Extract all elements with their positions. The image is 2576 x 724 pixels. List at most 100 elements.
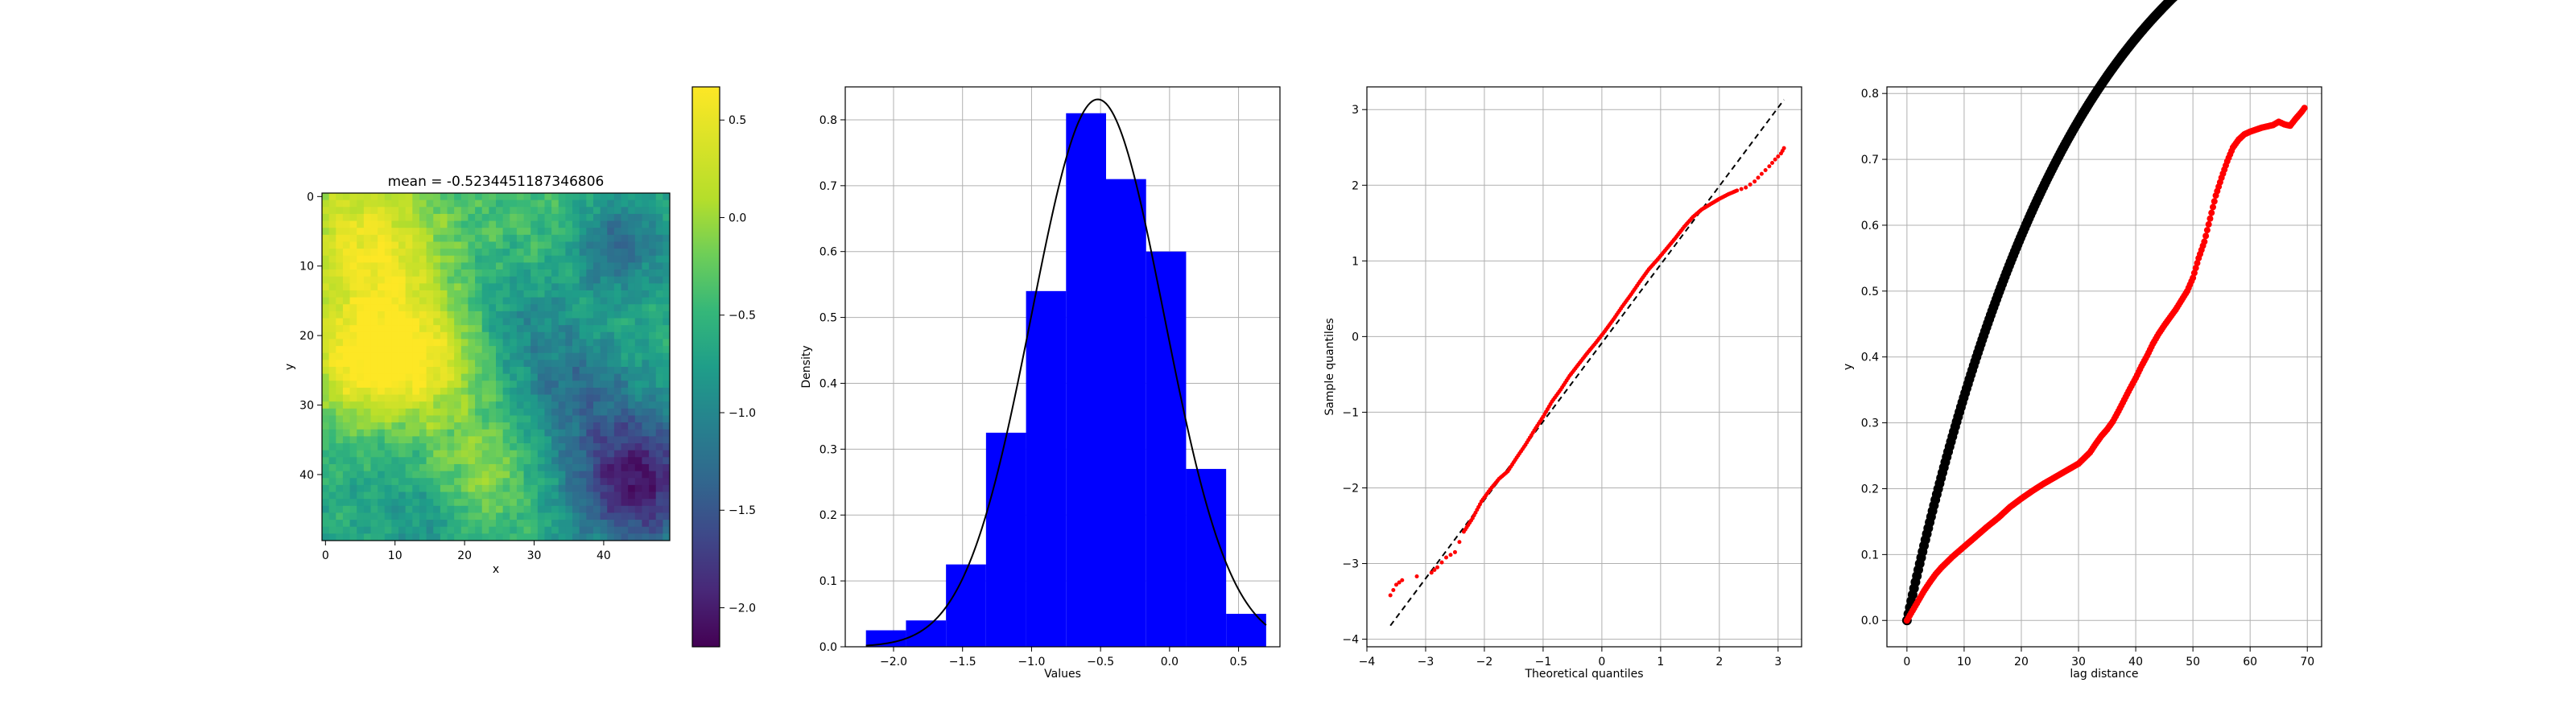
heatmap-cell	[468, 283, 476, 291]
heatmap-cell	[322, 408, 330, 416]
heatmap-cell	[468, 207, 476, 215]
empirical-point	[2190, 274, 2197, 282]
heatmap-cell	[468, 478, 476, 486]
heatmap-cell	[579, 297, 587, 305]
heatmap-cell	[460, 436, 469, 444]
heatmap-cell	[544, 526, 552, 534]
heatmap-cell	[530, 318, 539, 326]
heatmap-cell	[565, 492, 573, 500]
x-tick-label: 30	[2071, 656, 2086, 668]
heatmap-cell	[516, 346, 524, 354]
heatmap-cell	[607, 471, 615, 479]
heatmap-cell	[530, 311, 539, 319]
heatmap-cell	[565, 463, 573, 471]
heatmap-cell	[649, 381, 657, 389]
heatmap-cell	[433, 381, 441, 389]
heatmap-cell	[516, 512, 524, 520]
heatmap-cell	[613, 484, 621, 492]
heatmap-cell	[516, 234, 524, 242]
heatmap-cell	[370, 352, 378, 360]
heatmap-cell	[433, 290, 441, 298]
heatmap-cell	[655, 213, 663, 221]
heatmap-cell	[502, 318, 510, 326]
heatmap-cell	[544, 339, 552, 347]
heatmap-cell	[322, 346, 330, 354]
heatmap-cell	[447, 443, 455, 451]
heatmap-cell	[460, 269, 469, 278]
heatmap-cell	[349, 387, 357, 395]
heatmap-cell	[621, 443, 629, 451]
heatmap-cell	[516, 422, 524, 430]
heatmap-cell	[628, 436, 636, 444]
heatmap-cell	[322, 429, 330, 437]
heatmap-cell	[537, 381, 545, 389]
heatmap-cell	[357, 200, 365, 208]
heatmap-cell	[649, 520, 657, 528]
heatmap-cell	[649, 318, 657, 326]
heatmap-cell	[530, 304, 539, 312]
heatmap-cell	[496, 331, 504, 339]
heatmap-cell	[378, 360, 386, 368]
heatmap-cell	[391, 381, 399, 389]
histogram-bar	[1066, 113, 1106, 648]
heatmap-cell	[551, 339, 559, 347]
heatmap-cell	[579, 471, 587, 479]
heatmap-cell	[530, 213, 539, 221]
heatmap-cell	[523, 262, 531, 270]
heatmap-cell	[628, 213, 636, 221]
heatmap-cell	[642, 387, 650, 395]
heatmap-cell	[502, 443, 510, 451]
heatmap-cell	[454, 443, 462, 451]
heatmap-cell	[475, 331, 483, 339]
heatmap-cell	[447, 234, 455, 242]
heatmap-cell	[378, 352, 386, 360]
heatmap-cell	[342, 429, 350, 437]
heatmap-cell	[530, 526, 539, 534]
heatmap-cell	[613, 429, 621, 437]
heatmap-cell	[357, 436, 365, 444]
heatmap-cell	[607, 207, 615, 215]
heatmap-cell	[551, 463, 559, 471]
heatmap-cell	[628, 304, 636, 312]
heatmap-cell	[516, 408, 524, 416]
heatmap-cell	[468, 415, 476, 423]
heatmap-cell	[544, 262, 552, 270]
heatmap-cell	[412, 443, 420, 451]
heatmap-cell	[655, 373, 663, 381]
heatmap-cell	[384, 463, 392, 471]
heatmap-cell	[523, 408, 531, 416]
heatmap-cell	[537, 360, 545, 368]
heatmap-cell	[613, 443, 621, 451]
heatmap-cell	[586, 512, 594, 520]
heatmap-cell	[378, 234, 386, 242]
heatmap-cell	[481, 269, 489, 278]
heatmap-cell	[586, 408, 594, 416]
heatmap-cell	[426, 269, 434, 278]
heatmap-cell	[384, 283, 392, 291]
heatmap-cell	[433, 520, 441, 528]
heatmap-cell	[600, 262, 608, 270]
heatmap-cell	[336, 484, 344, 492]
heatmap-cell	[634, 262, 642, 270]
heatmap-cell	[322, 492, 330, 500]
heatmap-cell	[405, 367, 413, 375]
histogram-panel: −2.0 −1.5 −1.0 −0.5 0.0 0.50.00.10.20.30.40.5…	[800, 86, 1281, 681]
heatmap-cell	[516, 311, 524, 319]
heatmap-cell	[592, 325, 601, 333]
heatmap-cell	[586, 228, 594, 236]
heatmap-cell	[440, 290, 448, 298]
heatmap-cell	[628, 360, 636, 368]
heatmap-cell	[530, 422, 539, 430]
heatmap-cell	[592, 228, 601, 236]
heatmap-cell	[433, 499, 441, 507]
heatmap-cell	[349, 367, 357, 375]
heatmap-cell	[572, 325, 580, 333]
heatmap-cell	[357, 484, 365, 492]
heatmap-cell	[378, 339, 386, 347]
heatmap-cell	[558, 241, 566, 249]
heatmap-cell	[663, 526, 671, 534]
heatmap-cell	[391, 339, 399, 347]
heatmap-cell	[384, 450, 392, 458]
heatmap-cell	[342, 311, 350, 319]
heatmap-cell	[655, 207, 663, 215]
